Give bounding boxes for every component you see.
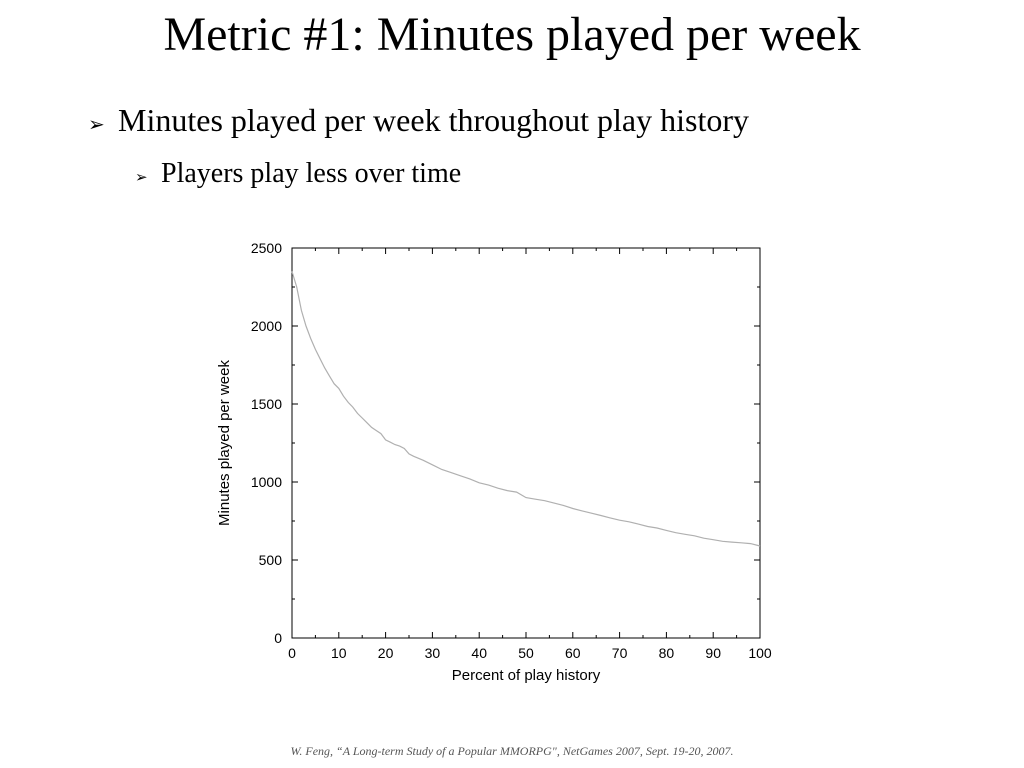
citation: W. Feng, “A Long-term Study of a Popular… xyxy=(290,744,734,758)
plot-frame xyxy=(291,247,761,639)
x-axis-ticks: 0 10 20 30 40 50 60 70 80 90 100 xyxy=(288,248,772,661)
y-tick-label: 500 xyxy=(259,552,283,568)
x-tick-label: 90 xyxy=(705,645,721,661)
y-tick-label: 2000 xyxy=(251,318,282,334)
bullet-level-2: ➢ Players play less over time xyxy=(135,156,461,195)
bullet-text-1: Minutes played per week throughout play … xyxy=(118,102,749,138)
y-tick-label: 1500 xyxy=(251,396,282,412)
y-tick-label: 2500 xyxy=(251,240,282,256)
arrow-bullet-icon: ➢ xyxy=(88,112,105,136)
chart-container: 0 10 20 30 40 50 60 70 80 90 100 0 500 1000 1500 2000 2… xyxy=(200,228,790,698)
x-tick-label: 10 xyxy=(331,645,347,661)
y-axis-ticks: 0 500 1000 1500 2000 2500 xyxy=(251,240,760,646)
x-tick-label: 100 xyxy=(748,645,772,661)
series-line xyxy=(291,271,761,547)
x-tick-label: 30 xyxy=(425,645,441,661)
line-chart: 0 10 20 30 40 50 60 70 80 90 100 0 500 1000 1500 2000 2… xyxy=(216,240,772,684)
x-tick-label: 50 xyxy=(518,645,534,661)
x-tick-label: 20 xyxy=(378,645,394,661)
x-tick-label: 70 xyxy=(612,645,628,661)
x-tick-label: 80 xyxy=(659,645,675,661)
x-tick-label: 0 xyxy=(288,645,296,661)
x-tick-label: 60 xyxy=(565,645,581,661)
x-axis-label: Percent of play history xyxy=(452,667,601,684)
x-tick-label: 40 xyxy=(471,645,487,661)
y-axis-label: Minutes played per week xyxy=(216,360,233,526)
y-tick-label: 0 xyxy=(274,630,282,646)
arrow-bullet-icon: ➢ xyxy=(135,168,148,186)
bullet-text-2: Players play less over time xyxy=(161,158,462,189)
y-tick-label: 1000 xyxy=(251,474,282,490)
slide-title: Metric #1: Minutes played per week xyxy=(163,8,861,61)
bullet-level-1: ➢ Minutes played per week throughout pla… xyxy=(88,100,749,144)
